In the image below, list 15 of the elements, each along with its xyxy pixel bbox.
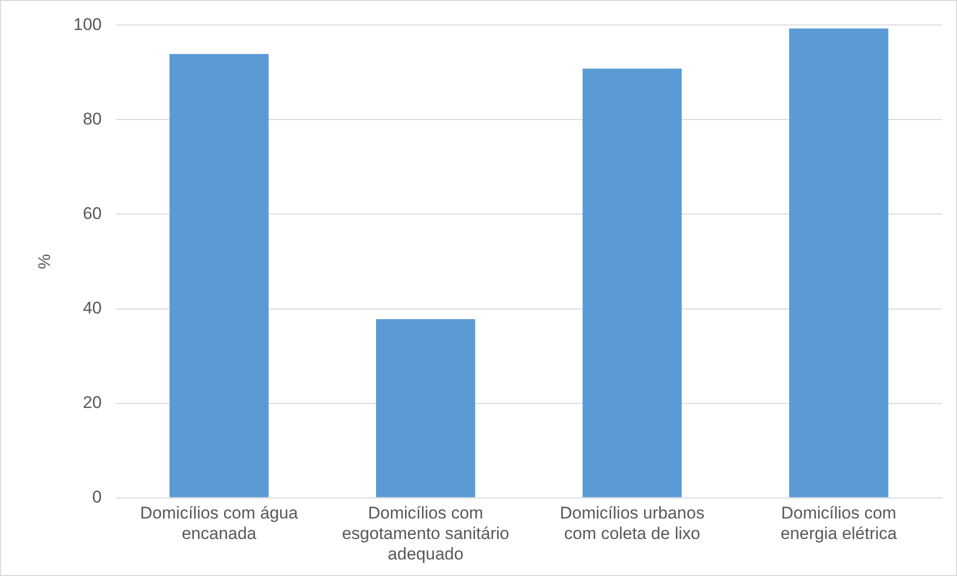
x-tick-label: Domicílios urbanos com coleta de lixo <box>560 504 704 544</box>
y-tick-label: 20 <box>82 392 102 412</box>
y-axis-title: % <box>34 254 54 270</box>
y-tick-label: 100 <box>73 14 102 34</box>
y-tick-label: 40 <box>82 298 102 318</box>
x-tick-label: Domicílios com energia elétrica <box>780 504 898 544</box>
y-tick-label: 60 <box>82 204 102 223</box>
y-tick-label: 80 <box>82 109 102 128</box>
bar <box>169 54 269 498</box>
x-tick-label: Domicílios com água encanada <box>140 504 298 544</box>
y-tick-label: 0 <box>92 487 102 506</box>
bar <box>582 68 682 498</box>
x-tick-label: Domicílios com esgotamento sanitário adequado <box>342 504 510 564</box>
bar <box>376 319 476 498</box>
bar <box>789 28 888 498</box>
